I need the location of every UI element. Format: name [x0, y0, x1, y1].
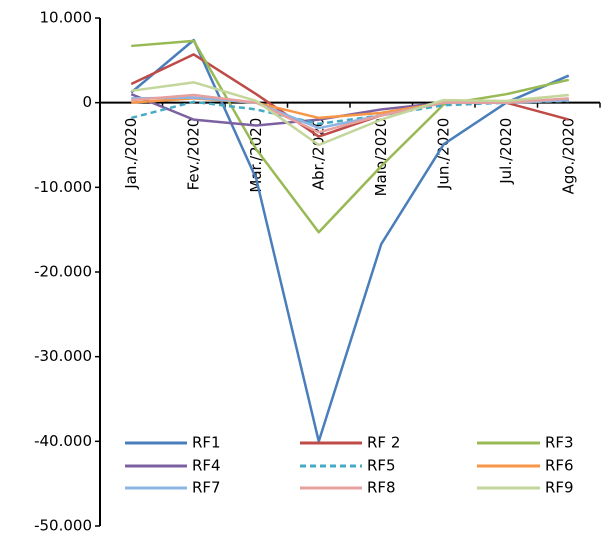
y-tick-label: -10.000: [34, 178, 92, 196]
y-tick-label: 10.000: [40, 9, 93, 27]
y-tick-label: 0: [82, 93, 92, 111]
y-tick-label: -50.000: [34, 517, 92, 535]
legend-label: RF9: [545, 479, 574, 497]
legend-label: RF5: [367, 457, 396, 475]
legend-label: RF6: [545, 457, 574, 475]
x-tick-label: Jul./2020: [497, 118, 515, 185]
legend-label: RF3: [545, 434, 574, 452]
y-tick-label: -40.000: [34, 432, 92, 450]
x-tick-label: Ago./2020: [559, 118, 577, 195]
x-tick-label: Jan./2020: [122, 118, 140, 190]
legend-label: RF4: [192, 457, 221, 475]
series-line: [130, 38, 570, 443]
legend-label: RF1: [192, 434, 221, 452]
x-tick-label: Jun./2020: [434, 118, 452, 190]
series-line: [131, 93, 569, 134]
y-tick-label: -30.000: [34, 347, 92, 365]
x-tick-label: Fev./2020: [184, 118, 202, 191]
series-line: [131, 81, 569, 147]
y-tick-label: -20.000: [34, 263, 92, 281]
series-line: [131, 39, 570, 234]
legend-label: RF7: [192, 479, 221, 497]
x-tick-label: Mar./2020: [247, 118, 265, 193]
legend-label: RF 2: [367, 434, 400, 452]
x-tick-label: Maio/2020: [372, 118, 390, 197]
legend-label: RF8: [367, 479, 396, 497]
